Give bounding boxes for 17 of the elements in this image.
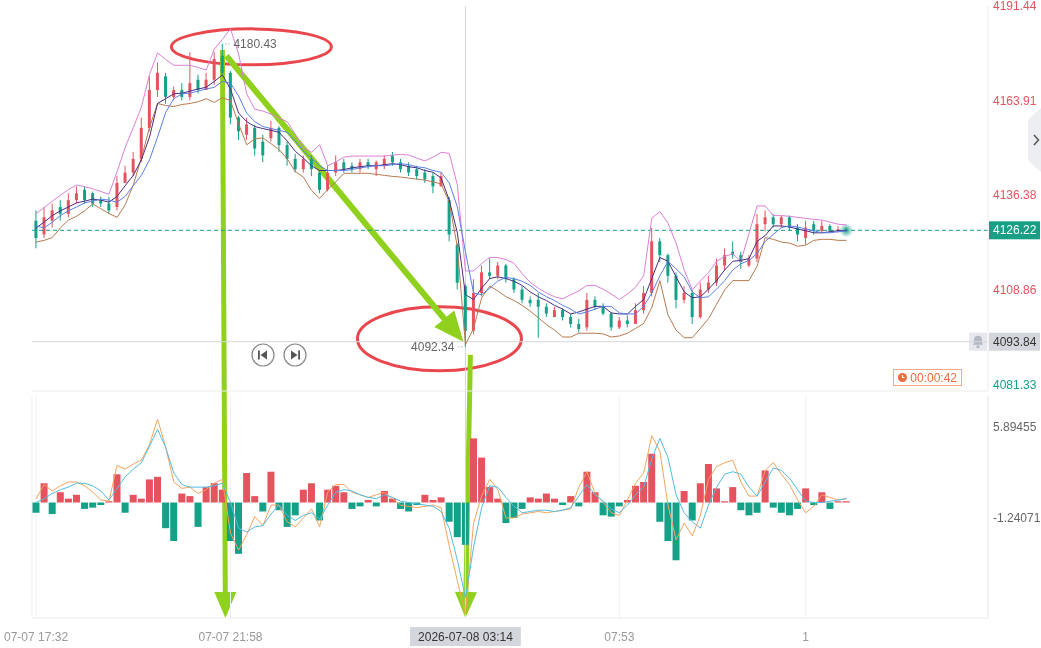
x-tick-label: 07-07 17:32: [4, 630, 69, 644]
x-tick-label: 07:53: [604, 630, 635, 644]
y-tick-label: 4163.91: [993, 93, 1037, 108]
y-tick-label: 4191.44: [993, 0, 1037, 13]
ref-line-label: 4126.22: [993, 223, 1037, 238]
annotation: 00:00:42: [910, 370, 957, 385]
y-tick-label: 5.89455: [993, 419, 1037, 434]
y-tick-label: 4136.38: [993, 188, 1037, 203]
ref-line-label: 4093.84: [993, 334, 1037, 349]
annotation: 4092.34: [411, 339, 455, 354]
y-tick-label: -1.24071: [993, 511, 1041, 526]
x-tick-label: 1: [802, 630, 810, 644]
x-tick-label: 07-07 21:58: [198, 630, 263, 644]
annotation: 4180.43: [233, 36, 278, 51]
y-tick-label: 4108.86: [993, 283, 1037, 298]
y-tick-label: 4081.33: [993, 377, 1037, 392]
x-tick-label: 2026-07-08 03:14: [418, 630, 514, 644]
